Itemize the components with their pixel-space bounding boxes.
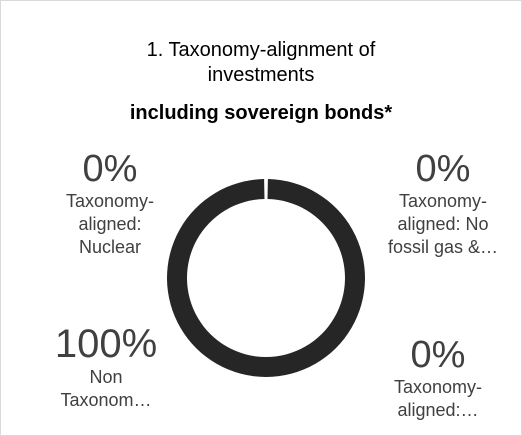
data-label-nuclear-line-2: aligned:	[78, 214, 142, 234]
data-label-nuclear-value: 0%	[82, 148, 138, 190]
data-label-taxonomy-aligned-other-line-1: Taxonomy-	[393, 377, 483, 397]
data-label-no-fossil-gas-line-1: Taxonomy-	[398, 191, 488, 211]
chart-title-line-2: investments	[207, 64, 315, 86]
data-label-no-fossil-gas: 0% Taxonomy- aligned: No fossil gas &…	[368, 148, 518, 259]
chart-title-line-1: 1. Taxonomy-alignment of	[146, 39, 376, 61]
data-label-non-taxonomy-line-2: Taxonom…	[60, 390, 152, 410]
data-label-no-fossil-gas-value: 0%	[415, 148, 471, 190]
data-label-non-taxonomy-line-1: Non	[89, 367, 123, 387]
data-label-taxonomy-aligned-other-line-2: aligned:…	[397, 400, 479, 420]
data-label-taxonomy-aligned-other: 0% Taxonomy- aligned:…	[368, 334, 508, 422]
data-label-nuclear: 0% Taxonomy- aligned: Nuclear	[40, 148, 180, 259]
data-label-taxonomy-aligned-other-value: 0%	[410, 334, 466, 376]
data-label-no-fossil-gas-line-2: aligned: No	[397, 214, 489, 234]
data-label-nuclear-line-1: Taxonomy-	[65, 191, 155, 211]
data-label-non-taxonomy-value: 100%	[54, 322, 158, 366]
data-label-no-fossil-gas-line-3: fossil gas &…	[387, 237, 499, 257]
donut-slice-non-taxonomy	[166, 179, 365, 378]
data-label-non-taxonomy: 100% Non Taxonom…	[36, 322, 176, 412]
data-label-nuclear-line-3: Nuclear	[78, 237, 142, 257]
chart-title-line-3: including sovereign bonds*	[129, 102, 393, 124]
